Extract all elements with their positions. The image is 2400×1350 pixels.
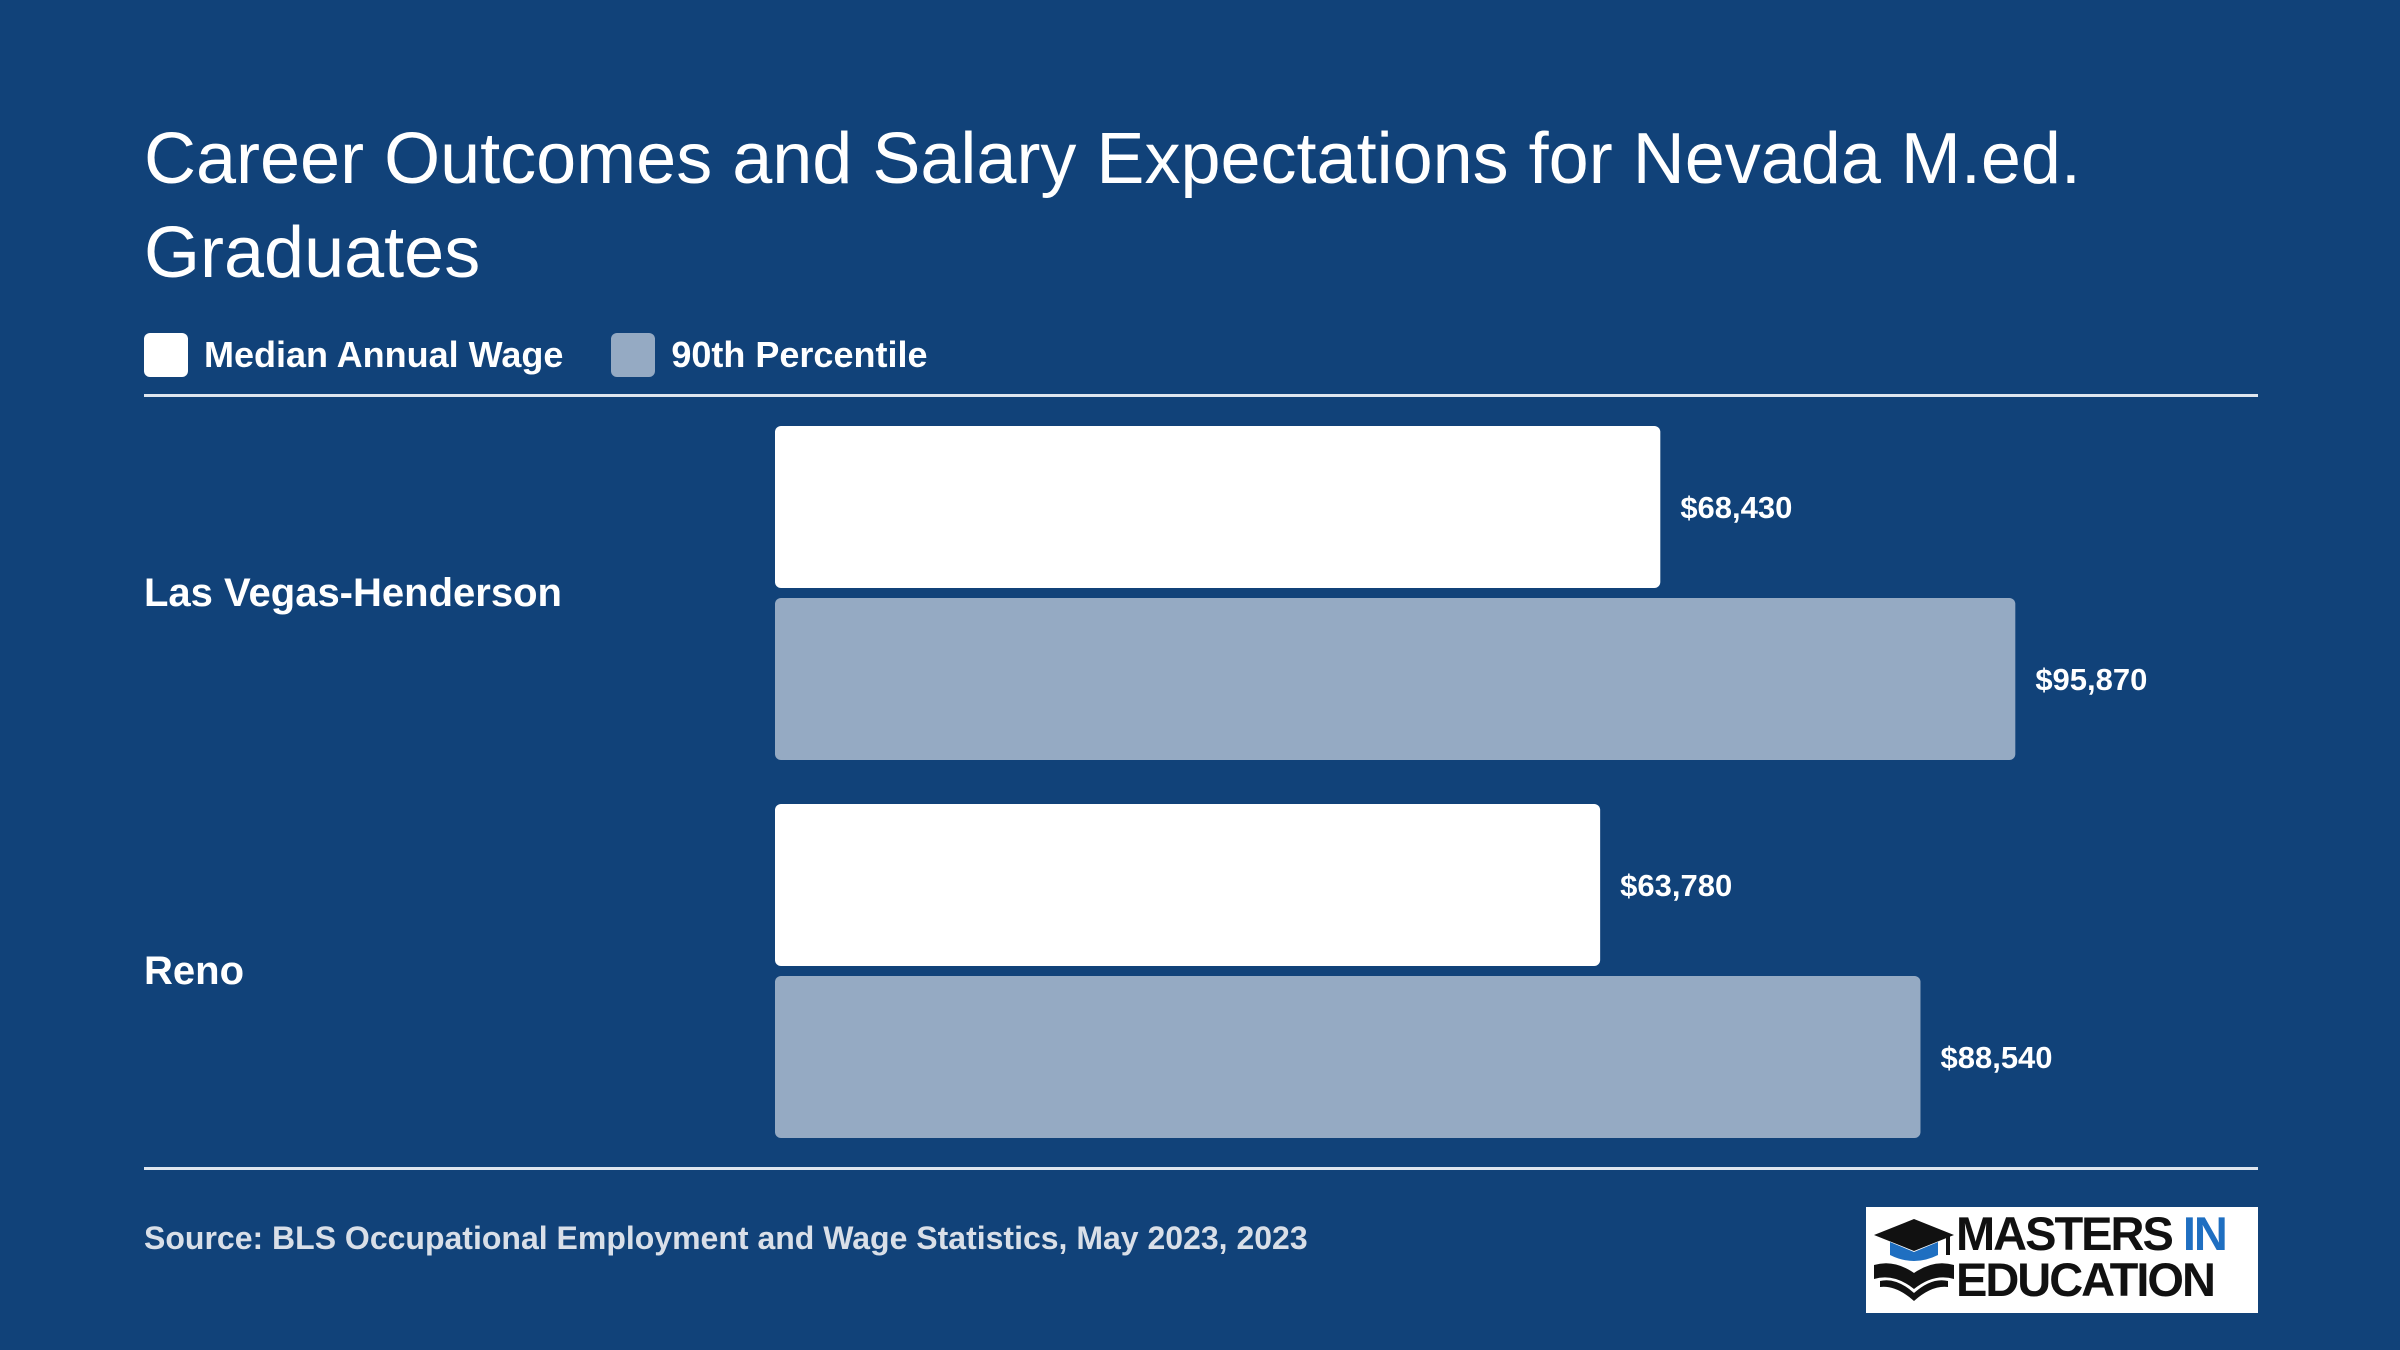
legend-label-median: Median Annual Wage (204, 334, 564, 375)
source-note: Source: BLS Occupational Employment and … (144, 1220, 1308, 1256)
category-label-reno: Reno (144, 949, 244, 993)
legend-swatch-90th-percentile (611, 333, 656, 377)
legend-label-90th-percentile: 90th Percentile (671, 334, 928, 375)
bar-las-vegas-henderson-90th-percentile (775, 598, 2016, 760)
value-label-reno-90th-percentile: $88,540 (1940, 1040, 2052, 1075)
bar-las-vegas-henderson-median-annual-wage (775, 426, 1661, 588)
logo-wordmark: MASTERS IN EDUCATION (1956, 1210, 2228, 1306)
value-label-las-vegas-henderson-90th-percentile: $95,870 (2035, 662, 2147, 697)
bottom-divider (144, 1167, 2258, 1170)
value-label-las-vegas-henderson-median-annual-wage: $68,430 (1680, 490, 1792, 525)
chart-title: Career Outcomes and Salary Expectations … (144, 119, 2081, 293)
logo-in-text: IN (2182, 1207, 2228, 1260)
graduation-cap-book-icon (1874, 1219, 1954, 1301)
legend-swatch-median (144, 333, 188, 377)
top-divider (144, 394, 2258, 397)
logo-line-1: MASTERS IN (1956, 1210, 2228, 1257)
legend-item-90th-percentile: 90th Percentile (611, 333, 927, 377)
bar-reno-90th-percentile (775, 976, 1921, 1138)
value-label-reno-median-annual-wage: $63,780 (1620, 868, 1732, 903)
bar-reno-median-annual-wage (775, 804, 1601, 966)
category-label-las-vegas-henderson: Las Vegas-Henderson (144, 571, 562, 615)
logo-masters-text: MASTERS (1956, 1207, 2174, 1260)
logo-line-2: EDUCATION (1956, 1253, 2216, 1306)
legend-item-median: Median Annual Wage (144, 333, 563, 377)
masters-in-education-logo: MASTERS IN EDUCATION (1866, 1207, 2258, 1313)
chart-legend: Median Annual Wage 90th Percentile (144, 333, 975, 377)
